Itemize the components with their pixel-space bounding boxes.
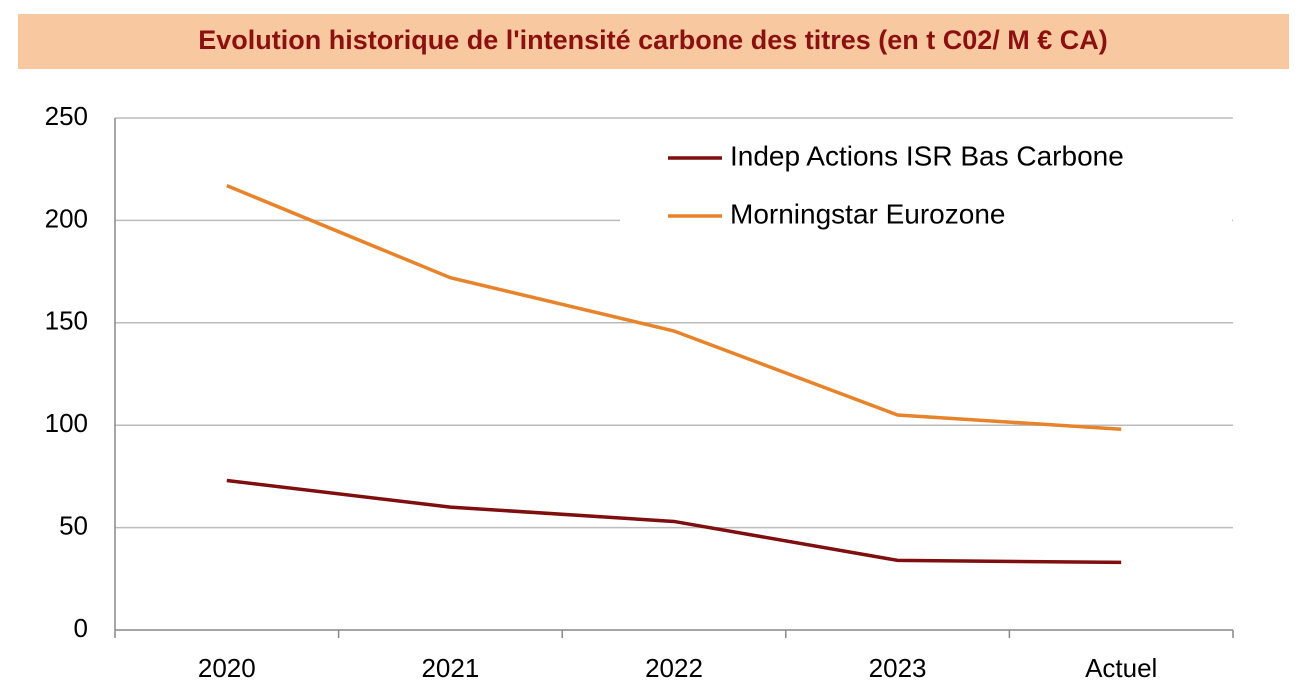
x-tick-label: 2022 (645, 653, 703, 683)
legend-label: Morningstar Eurozone (730, 198, 1005, 229)
x-tick-label: 2023 (869, 653, 927, 683)
y-tick-label: 0 (74, 613, 88, 643)
y-tick-label: 50 (59, 510, 88, 540)
y-tick-label: 200 (45, 203, 88, 233)
x-tick-label: 2021 (421, 653, 479, 683)
y-tick-label: 250 (45, 101, 88, 131)
title-bar (18, 14, 1289, 69)
y-tick-label: 100 (45, 408, 88, 438)
x-tick-label: Actuel (1085, 653, 1157, 683)
chart-title: Evolution historique de l'intensité carb… (198, 25, 1108, 55)
y-tick-label: 150 (45, 306, 88, 336)
series-line (226, 478, 1122, 565)
legend-box (620, 128, 1232, 243)
legend-label: Indep Actions ISR Bas Carbone (730, 140, 1124, 171)
x-tick-label: 2020 (198, 653, 256, 683)
series-line (226, 183, 1122, 432)
